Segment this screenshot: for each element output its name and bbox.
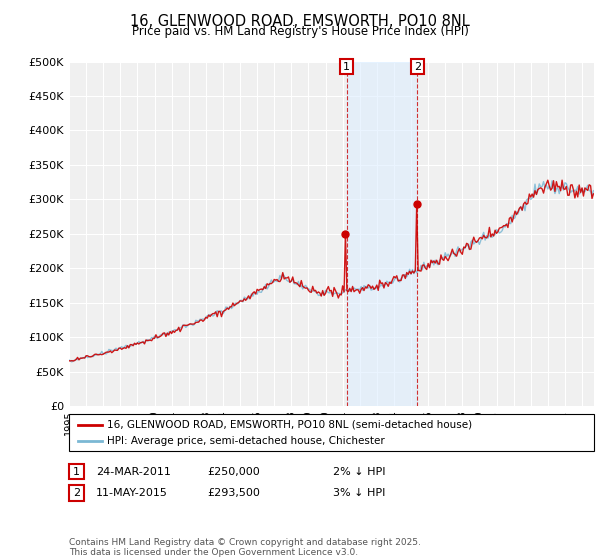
Text: Price paid vs. HM Land Registry's House Price Index (HPI): Price paid vs. HM Land Registry's House … — [131, 25, 469, 38]
Text: 2: 2 — [73, 488, 80, 498]
Text: 3% ↓ HPI: 3% ↓ HPI — [333, 488, 385, 498]
Text: 2% ↓ HPI: 2% ↓ HPI — [333, 466, 386, 477]
Text: 2: 2 — [414, 62, 421, 72]
Text: £293,500: £293,500 — [207, 488, 260, 498]
Text: 11-MAY-2015: 11-MAY-2015 — [96, 488, 168, 498]
Text: 1: 1 — [343, 62, 350, 72]
Text: Contains HM Land Registry data © Crown copyright and database right 2025.
This d: Contains HM Land Registry data © Crown c… — [69, 538, 421, 557]
Text: 1: 1 — [73, 466, 80, 477]
Bar — [347, 62, 418, 406]
Text: HPI: Average price, semi-detached house, Chichester: HPI: Average price, semi-detached house,… — [107, 436, 385, 446]
Text: 24-MAR-2011: 24-MAR-2011 — [96, 466, 171, 477]
Text: £250,000: £250,000 — [207, 466, 260, 477]
Text: 16, GLENWOOD ROAD, EMSWORTH, PO10 8NL (semi-detached house): 16, GLENWOOD ROAD, EMSWORTH, PO10 8NL (s… — [107, 419, 472, 430]
Text: 16, GLENWOOD ROAD, EMSWORTH, PO10 8NL: 16, GLENWOOD ROAD, EMSWORTH, PO10 8NL — [130, 14, 470, 29]
